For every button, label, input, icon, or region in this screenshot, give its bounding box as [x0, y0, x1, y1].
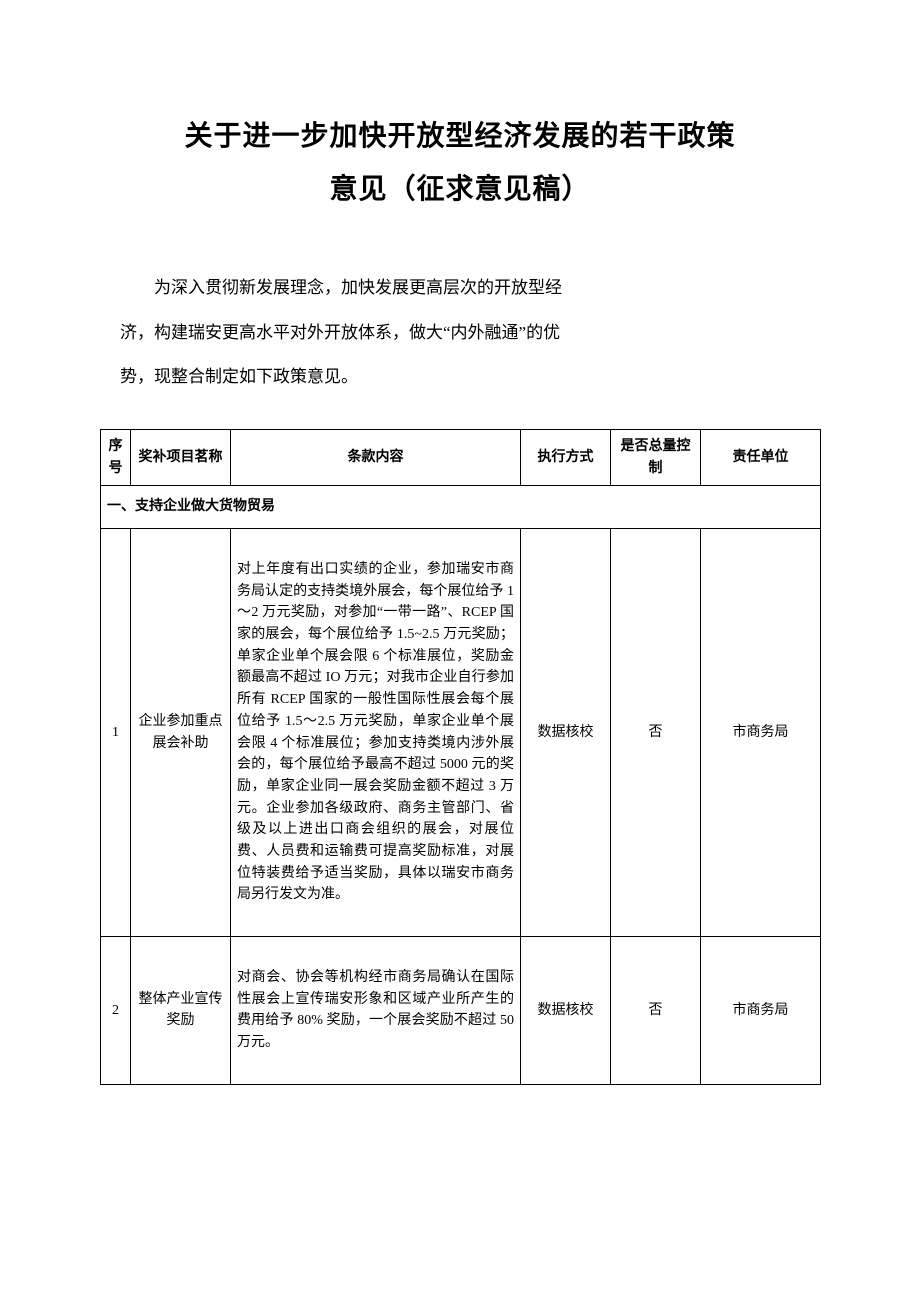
header-exec: 执行方式 [521, 429, 611, 485]
cell-seq: 2 [101, 937, 131, 1085]
cell-resp: 市商务局 [701, 529, 821, 937]
header-resp: 责任单位 [701, 429, 821, 485]
cell-seq: 1 [101, 529, 131, 937]
document-title-block: 关于进一步加快开放型经济发展的若干政策 意见（征求意见稿） [100, 110, 820, 216]
section-title-1: 一、支持企业做大货物贸易 [101, 486, 821, 529]
cell-name: 企业参加重点展会补助 [131, 529, 231, 937]
header-total: 是否总量控制 [611, 429, 701, 485]
title-line-2: 意见（征求意见稿） [100, 163, 820, 216]
cell-exec: 数据核校 [521, 937, 611, 1085]
intro-paragraph: 为深入贯彻新发展理念，加快发展更高层次的开放型经 济，构建瑞安更高水平对外开放体… [120, 266, 800, 399]
intro-line-2: 济，构建瑞安更高水平对外开放体系，做大“内外融通”的优 [120, 311, 800, 355]
header-content: 条款内容 [231, 429, 521, 485]
cell-name: 整体产业宣传奖励 [131, 937, 231, 1085]
intro-line-3: 势，现整合制定如下政策意见。 [120, 355, 800, 399]
section-row-1: 一、支持企业做大货物贸易 [101, 486, 821, 529]
table-row: 2 整体产业宣传奖励 对商会、协会等机构经市商务局确认在国际性展会上宣传瑞安形象… [101, 937, 821, 1085]
title-line-1: 关于进一步加快开放型经济发展的若干政策 [100, 110, 820, 163]
table-row: 1 企业参加重点展会补助 对上年度有出口实绩的企业，参加瑞安市商务局认定的支持类… [101, 529, 821, 937]
cell-exec: 数据核校 [521, 529, 611, 937]
intro-line-1: 为深入贯彻新发展理念，加快发展更高层次的开放型经 [120, 266, 800, 310]
cell-content: 对商会、协会等机构经市商务局确认在国际性展会上宣传瑞安形象和区域产业所产生的费用… [231, 937, 521, 1085]
policy-table: 序号 奖补项目茗称 条款内容 执行方式 是否总量控制 责任单位 一、支持企业做大… [100, 429, 821, 1085]
header-seq: 序号 [101, 429, 131, 485]
cell-resp: 市商务局 [701, 937, 821, 1085]
table-header-row: 序号 奖补项目茗称 条款内容 执行方式 是否总量控制 责任单位 [101, 429, 821, 485]
cell-total: 否 [611, 529, 701, 937]
header-name: 奖补项目茗称 [131, 429, 231, 485]
cell-content: 对上年度有出口实绩的企业，参加瑞安市商务局认定的支持类境外展会，每个展位给予 1… [231, 529, 521, 937]
cell-total: 否 [611, 937, 701, 1085]
